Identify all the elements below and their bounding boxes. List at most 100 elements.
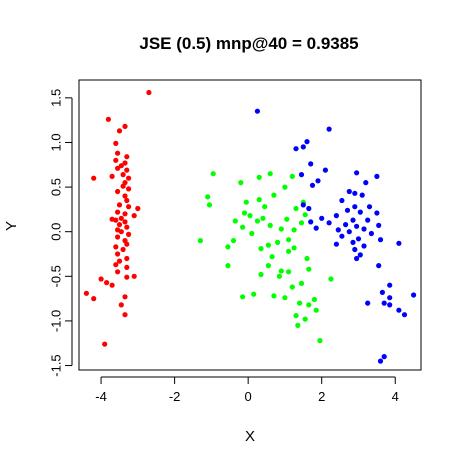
data-point [251, 291, 257, 297]
data-point [306, 302, 312, 308]
data-point [131, 213, 137, 219]
data-point [126, 186, 132, 192]
data-point [124, 255, 130, 262]
data-point [254, 108, 260, 114]
data-point [109, 282, 115, 288]
data-point [354, 255, 360, 262]
data-point [306, 205, 312, 212]
data-point [355, 236, 362, 242]
data-point [91, 175, 97, 181]
data-point [335, 227, 341, 233]
data-point [124, 224, 130, 230]
data-point [333, 241, 339, 247]
data-point [122, 211, 128, 217]
data-point [313, 307, 319, 313]
data-point [374, 210, 380, 216]
data-point [286, 269, 292, 275]
data-point [116, 128, 123, 134]
data-point [293, 146, 299, 152]
data-point [381, 300, 387, 306]
data-point [284, 216, 290, 222]
x-tick-label: 2 [318, 389, 325, 404]
x-axis: -4 -2 0 2 4 [95, 376, 399, 404]
data-point [282, 295, 288, 301]
data-point [120, 172, 126, 178]
data-point [300, 144, 306, 150]
y-tick-label: -1.0 [49, 310, 64, 332]
data-point [120, 246, 126, 253]
data-point [311, 296, 317, 303]
data-point [302, 212, 308, 218]
data-point [379, 289, 385, 295]
data-point [126, 204, 132, 210]
data-point [126, 175, 132, 181]
data-point [210, 171, 216, 177]
data-point [122, 193, 128, 199]
data-point [308, 161, 314, 167]
data-point [118, 215, 124, 221]
data-point [396, 307, 402, 313]
data-point [365, 217, 371, 223]
data-point [411, 292, 417, 298]
data-point [267, 171, 273, 177]
data-point [339, 197, 345, 204]
data-point [278, 226, 284, 232]
data-point [120, 183, 126, 189]
data-point [291, 245, 297, 251]
x-axis-title: X [245, 428, 255, 445]
data-point [254, 218, 260, 224]
data-point [377, 358, 384, 364]
data-point [124, 167, 130, 173]
data-point [241, 210, 248, 216]
data-point [300, 202, 306, 208]
data-point [365, 300, 371, 306]
data-point [376, 222, 382, 228]
data-point [322, 167, 328, 173]
data-point [118, 163, 124, 169]
data-point [116, 258, 123, 264]
data-point [238, 180, 244, 186]
data-point [267, 222, 273, 228]
y-axis: -1.5 -1.0 -0.5 0.0 0.5 1.0 1.5 [49, 89, 73, 377]
data-point [115, 251, 121, 257]
data-point [116, 202, 123, 208]
data-point [293, 313, 299, 319]
data-point [343, 222, 349, 228]
x-tick-label: 4 [392, 389, 399, 404]
data-point [275, 239, 281, 245]
data-point [131, 273, 137, 279]
data-point [302, 316, 308, 322]
data-point [387, 302, 393, 308]
data-point [258, 246, 264, 252]
data-point [122, 123, 128, 129]
data-point [291, 227, 297, 233]
data-point [304, 255, 310, 262]
data-point [124, 264, 130, 270]
data-point [354, 223, 360, 229]
data-point [271, 293, 277, 299]
data-point [298, 220, 305, 226]
data-point [258, 271, 264, 278]
data-point [102, 341, 108, 347]
data-point [240, 224, 246, 230]
data-point [387, 282, 393, 288]
x-tick-label: -2 [169, 389, 181, 404]
data-point [118, 229, 124, 235]
data-point [298, 172, 305, 178]
data-point [357, 252, 363, 258]
data-point [116, 222, 123, 228]
data-point [289, 173, 295, 179]
data-point [344, 207, 351, 213]
data-point [387, 295, 393, 301]
y-axis-title: Y [3, 221, 20, 231]
data-point [109, 173, 115, 179]
data-point [260, 215, 266, 221]
data-point [249, 230, 255, 237]
plot-frame [78, 79, 422, 371]
data-point [361, 243, 367, 249]
data-point [309, 182, 316, 188]
data-point [295, 322, 301, 328]
data-point [247, 213, 253, 219]
data-point [240, 294, 246, 300]
data-point [306, 266, 312, 272]
